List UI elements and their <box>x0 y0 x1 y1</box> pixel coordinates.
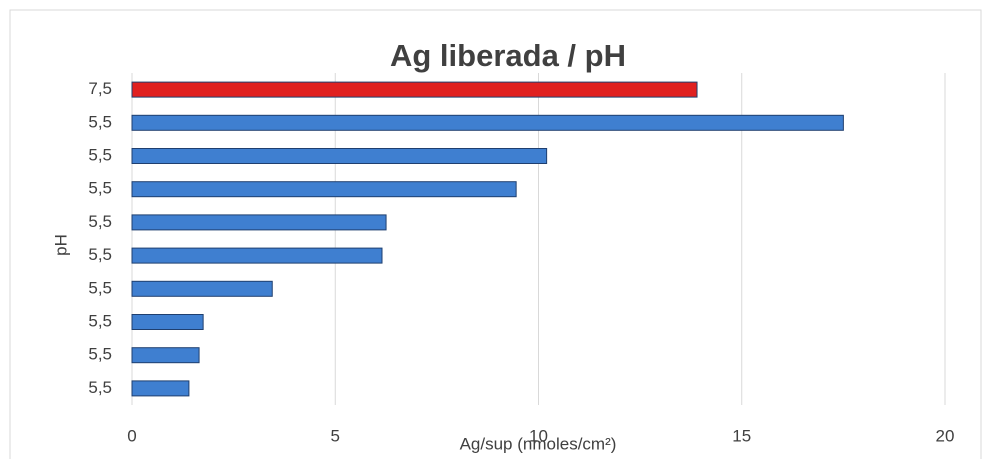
y-tick-label: 5,5 <box>88 112 112 131</box>
bar <box>131 148 548 164</box>
x-axis-label: Ag/sup (nmoles/cm²) <box>460 434 617 453</box>
x-tick-label: 20 <box>936 426 955 445</box>
bar <box>131 181 517 198</box>
bar <box>131 81 698 98</box>
x-tick-label: 15 <box>732 426 751 445</box>
bar <box>131 314 204 330</box>
y-tick-label: 5,5 <box>88 278 112 297</box>
chart-title: Ag liberada / pH <box>390 38 626 73</box>
bar <box>131 214 387 231</box>
y-tick-label: 5,5 <box>88 179 112 198</box>
y-tick-label: 5,5 <box>88 145 112 164</box>
x-tick-label: 5 <box>331 426 340 445</box>
bar <box>131 114 844 131</box>
x-tick-label: 10 <box>529 426 548 445</box>
y-axis-label: pH <box>51 234 70 256</box>
y-tick-label: 5,5 <box>88 311 112 330</box>
bar <box>131 280 273 297</box>
y-tick-label: 5,5 <box>88 345 112 364</box>
y-tick-label: 5,5 <box>88 245 112 264</box>
bar <box>131 347 200 364</box>
y-tick-label: 7,5 <box>88 79 112 98</box>
bar <box>131 247 383 264</box>
bar <box>131 380 190 397</box>
y-tick-label: 5,5 <box>88 212 112 231</box>
y-tick-label: 5,5 <box>88 378 112 397</box>
x-tick-label: 0 <box>127 426 136 445</box>
